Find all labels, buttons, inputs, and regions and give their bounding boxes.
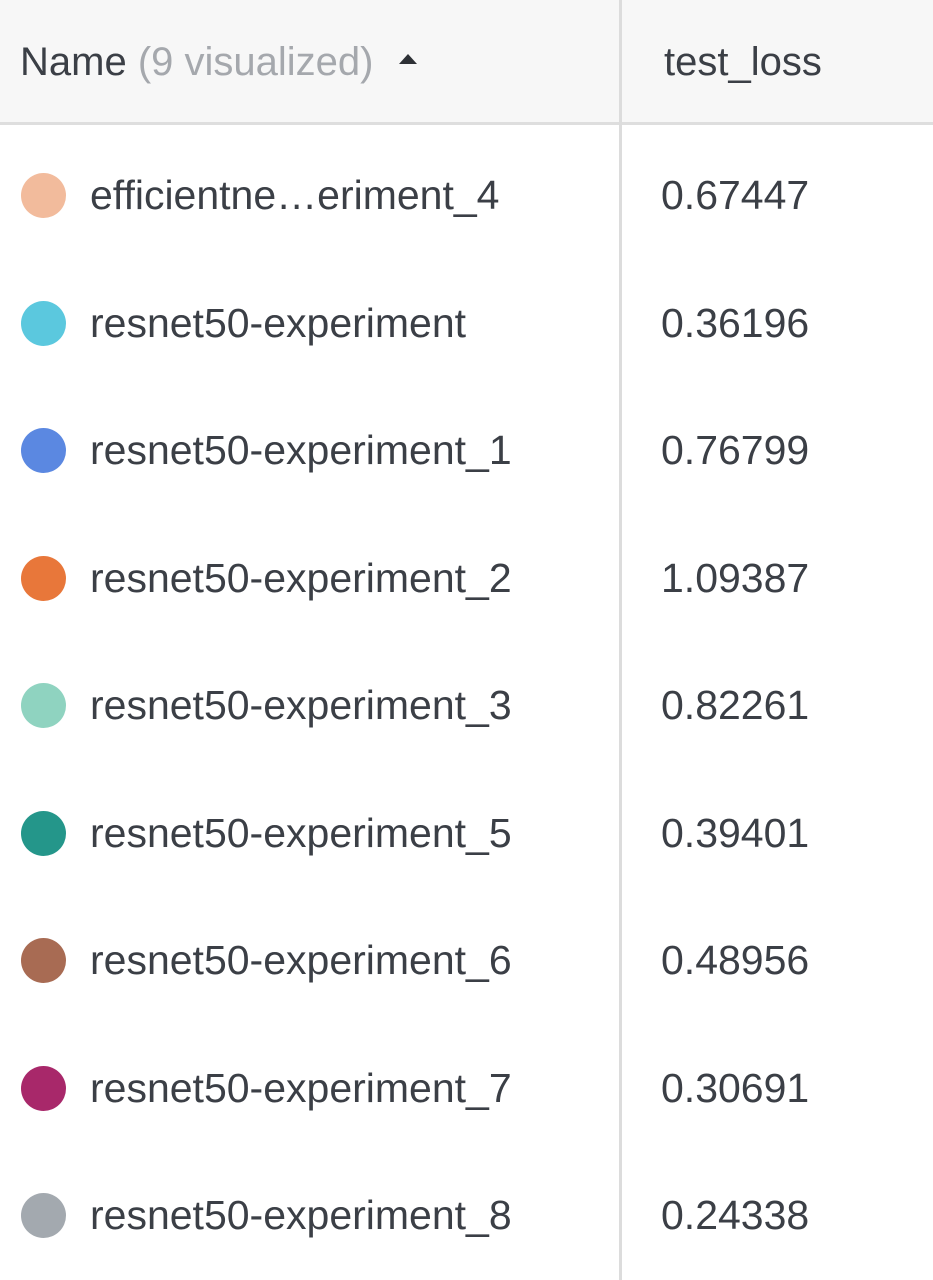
run-name[interactable]: resnet50-experiment_5 — [90, 809, 512, 856]
test-loss-value: 0.82261 — [661, 682, 810, 728]
run-color-swatch[interactable] — [21, 173, 66, 218]
run-color-swatch[interactable] — [21, 938, 66, 983]
test-loss-value: 0.36196 — [661, 299, 810, 346]
test-loss-value: 0.48956 — [661, 937, 810, 983]
name-column-title: Name — [20, 40, 127, 84]
run-color-swatch[interactable] — [21, 1193, 66, 1238]
table-row[interactable]: resnet50-experiment 0.36196 — [0, 258, 933, 386]
table-row[interactable]: resnet50-experiment_6 0.48956 — [0, 895, 933, 1023]
test-loss-value: 0.30691 — [661, 1064, 810, 1111]
table-row[interactable]: resnet50-experiment_7 0.30691 — [0, 1023, 933, 1151]
table-row[interactable]: resnet50-experiment_3 0.82261 — [0, 640, 933, 768]
test-loss-value: 0.67447 — [661, 172, 810, 218]
run-name[interactable]: resnet50-experiment — [90, 299, 467, 346]
run-name[interactable]: resnet50-experiment_7 — [90, 1064, 512, 1111]
sort-ascending-icon[interactable] — [398, 54, 417, 65]
table-body: efficientne…eriment_4 0.67447 resnet50-e… — [0, 130, 933, 1278]
run-name[interactable]: resnet50-experiment_3 — [90, 682, 512, 728]
name-column-header[interactable]: Name (9 visualized) — [20, 36, 417, 88]
run-color-swatch[interactable] — [21, 810, 66, 856]
run-color-swatch[interactable] — [21, 428, 66, 473]
test-loss-value: 0.76799 — [661, 427, 810, 473]
table-row[interactable]: resnet50-experiment_8 0.24338 — [0, 1150, 933, 1278]
test-loss-column-header[interactable]: test_loss — [664, 40, 822, 84]
run-name[interactable]: resnet50-experiment_6 — [90, 937, 512, 983]
run-name[interactable]: resnet50-experiment_1 — [90, 427, 512, 473]
run-color-swatch[interactable] — [21, 1065, 66, 1111]
table-header: Name (9 visualized) test_loss — [0, 0, 933, 125]
test-loss-value: 0.39401 — [661, 809, 810, 856]
column-divider[interactable] — [619, 0, 622, 1280]
run-name[interactable]: resnet50-experiment_8 — [90, 1192, 512, 1238]
visualized-count: (9 visualized) — [137, 40, 374, 84]
run-color-swatch[interactable] — [21, 300, 66, 346]
test-loss-value: 0.24338 — [661, 1192, 810, 1238]
table-row[interactable]: resnet50-experiment_2 1.09387 — [0, 513, 933, 641]
run-color-swatch[interactable] — [21, 555, 66, 601]
test-loss-value: 1.09387 — [661, 554, 810, 601]
table-row[interactable]: efficientne…eriment_4 0.67447 — [0, 130, 933, 258]
run-name[interactable]: resnet50-experiment_2 — [90, 554, 512, 601]
run-color-swatch[interactable] — [21, 683, 66, 728]
table-row[interactable]: resnet50-experiment_5 0.39401 — [0, 768, 933, 896]
run-name[interactable]: efficientne…eriment_4 — [90, 172, 500, 218]
table-row[interactable]: resnet50-experiment_1 0.76799 — [0, 385, 933, 513]
